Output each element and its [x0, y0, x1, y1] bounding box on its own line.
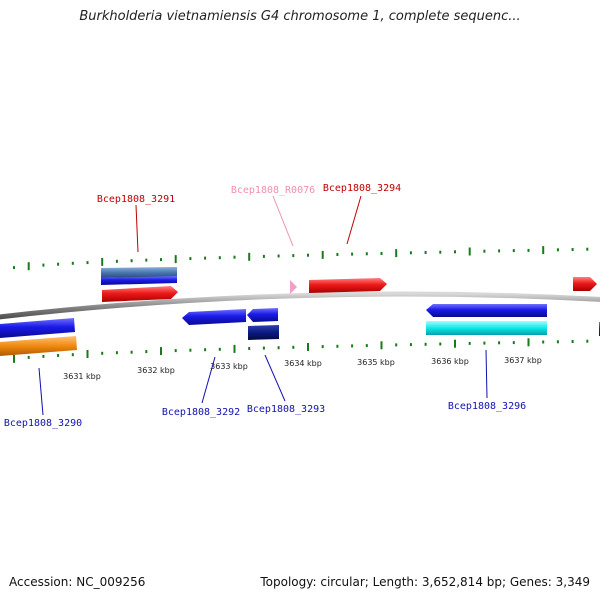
- gene-edge-forward[interactable]: [573, 277, 597, 291]
- inner-tick-row: [13, 338, 589, 363]
- leader-bcep1808-3292: [201, 356, 216, 404]
- tick-label-3636: 3636 kbp: [431, 357, 469, 366]
- label-bcep1808-r0076[interactable]: Bcep1808_R0076: [231, 185, 315, 196]
- leader-bcep1808-r0076: [272, 195, 294, 247]
- label-bcep1808-3290[interactable]: Bcep1808_3290: [4, 418, 82, 429]
- gene-bcep1808-3292[interactable]: [182, 309, 246, 325]
- tick-label-3633: 3633 kbp: [210, 362, 248, 371]
- gene-bcep1808-3291-cds-reverse[interactable]: [101, 276, 177, 285]
- gene-bcep1808-3296[interactable]: [426, 304, 547, 317]
- gene-bcep1808-3294[interactable]: [309, 278, 387, 293]
- map-title: Burkholderia vietnamiensis G4 chromosome…: [79, 9, 521, 24]
- gene-bcep1808-3291[interactable]: [102, 286, 178, 302]
- leader-bcep1808-3291: [135, 204, 139, 253]
- label-bcep1808-3293[interactable]: Bcep1808_3293: [247, 404, 325, 415]
- gene-bcep1808-3291-cds[interactable]: [101, 267, 177, 278]
- chromosome-backbone: [0, 291, 600, 320]
- leader-bcep1808-3296: [485, 349, 488, 399]
- gene-bcep1808-3293-cds[interactable]: [248, 325, 279, 340]
- gene-bcep1808-3290-feature[interactable]: [0, 336, 77, 356]
- gene-bcep1808-3296-cds[interactable]: [426, 321, 547, 335]
- gene-bcep1808-3293[interactable]: [247, 308, 278, 322]
- label-bcep1808-3291[interactable]: Bcep1808_3291: [97, 194, 175, 205]
- label-bcep1808-3296[interactable]: Bcep1808_3296: [448, 401, 526, 412]
- gene-bcep1808-r0076[interactable]: [290, 280, 297, 294]
- leader-bcep1808-3293: [264, 354, 286, 402]
- leader-bcep1808-3290: [38, 367, 44, 416]
- tick-label-3634: 3634 kbp: [284, 359, 322, 368]
- outer-tick-row: [13, 246, 589, 271]
- genome-summary-text: Topology: circular; Length: 3,652,814 bp…: [260, 575, 590, 589]
- tick-label-3635: 3635 kbp: [357, 358, 395, 367]
- gene-bcep1808-3290[interactable]: [0, 318, 75, 338]
- tick-label-3632: 3632 kbp: [137, 366, 175, 375]
- leader-bcep1808-3294: [346, 195, 362, 245]
- accession-text: Accession: NC_009256: [9, 575, 146, 589]
- label-bcep1808-3294[interactable]: Bcep1808_3294: [323, 183, 401, 194]
- tick-label-3631: 3631 kbp: [63, 372, 101, 381]
- tick-label-3637: 3637 kbp: [504, 356, 542, 365]
- label-bcep1808-3292[interactable]: Bcep1808_3292: [162, 407, 240, 418]
